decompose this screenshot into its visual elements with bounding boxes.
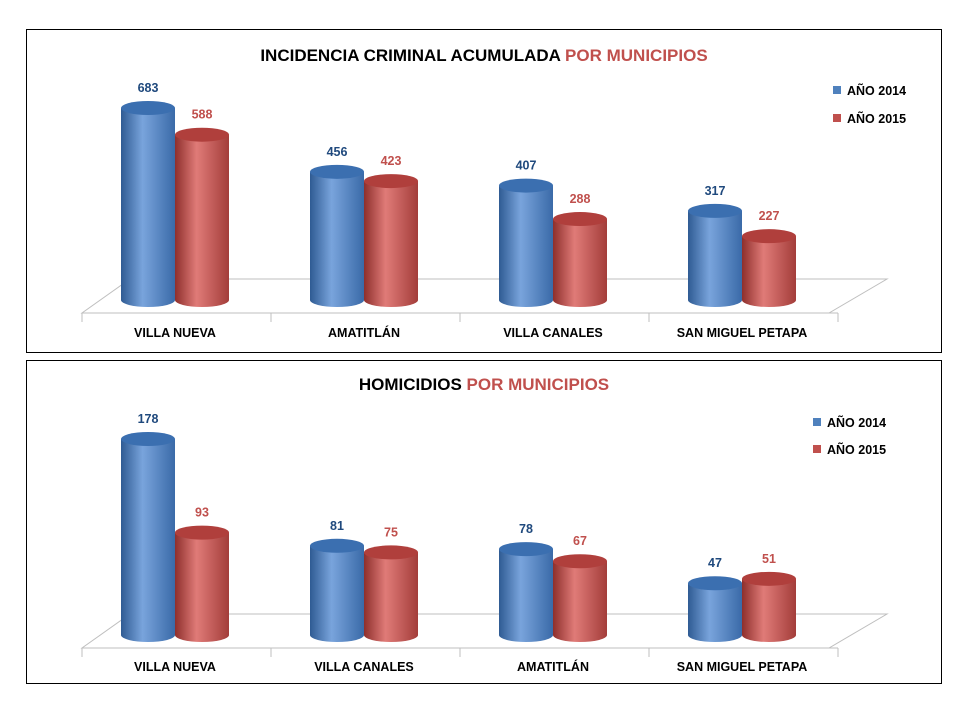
bar-top bbox=[742, 571, 796, 586]
data-label-san-miguel-petapa-ano-2015: 227 bbox=[759, 209, 780, 223]
data-label-san-miguel-petapa-ano-2015: 51 bbox=[762, 552, 776, 566]
bar-body bbox=[310, 171, 364, 307]
data-label-villa-canales-ano-2015: 75 bbox=[384, 525, 398, 539]
chart-title-part2: POR MUNICIPIOS bbox=[565, 46, 708, 65]
bar-villa-canales-ano-2015 bbox=[364, 545, 418, 642]
bar-body bbox=[553, 219, 607, 307]
bar-amatitlan-ano-2015 bbox=[364, 174, 418, 307]
legend-label-2015: AÑO 2015 bbox=[847, 111, 906, 126]
chart-homicidios: HOMICIDIOS POR MUNICIPIOS AÑO 2014 AÑO 2… bbox=[80, 375, 889, 674]
bar-body bbox=[121, 439, 175, 642]
bar-top bbox=[553, 554, 607, 569]
bar-body bbox=[175, 532, 229, 642]
bar-body bbox=[499, 185, 553, 307]
data-label-villa-canales-ano-2015: 288 bbox=[570, 192, 591, 206]
bar-top bbox=[688, 203, 742, 218]
bar-body bbox=[175, 134, 229, 307]
legend-label-2014: AÑO 2014 bbox=[827, 415, 886, 430]
bar-amatitlan-ano-2014 bbox=[310, 164, 364, 307]
data-label-san-miguel-petapa-ano-2014: 47 bbox=[708, 556, 722, 570]
bar-top bbox=[121, 101, 175, 115]
bar-amatitlan-ano-2015 bbox=[553, 554, 607, 642]
bar-villa-canales-ano-2014 bbox=[499, 178, 553, 307]
bar-top bbox=[175, 127, 229, 142]
data-label-villa-nueva-ano-2015: 93 bbox=[195, 506, 209, 520]
legend: AÑO 2014 AÑO 2015 bbox=[833, 83, 906, 126]
category-label-villa-canales: VILLA CANALES bbox=[314, 660, 414, 674]
bar-amatitlan-ano-2014 bbox=[499, 542, 553, 642]
legend-label-2015: AÑO 2015 bbox=[827, 442, 886, 457]
chart-title-part1: HOMICIDIOS bbox=[359, 375, 467, 394]
category-label-villa-nueva: VILLA NUEVA bbox=[134, 326, 216, 340]
category-label-villa-nueva: VILLA NUEVA bbox=[134, 660, 216, 674]
bar-body bbox=[310, 545, 364, 642]
bar-top bbox=[310, 164, 364, 179]
bar-body bbox=[688, 583, 742, 642]
bar-villa-canales-ano-2015 bbox=[553, 212, 607, 307]
chart-panel-incidencia: INCIDENCIA CRIMINAL ACUMULADA POR MUNICI… bbox=[26, 29, 942, 353]
category-label-san-miguel-petapa: SAN MIGUEL PETAPA bbox=[677, 326, 808, 340]
bar-top bbox=[499, 178, 553, 193]
bar-body bbox=[364, 552, 418, 642]
legend: AÑO 2014 AÑO 2015 bbox=[813, 415, 886, 457]
bar-body bbox=[364, 181, 418, 307]
data-label-villa-nueva-ano-2014: 683 bbox=[138, 81, 159, 95]
chart-title: HOMICIDIOS POR MUNICIPIOS bbox=[359, 375, 609, 394]
data-label-villa-canales-ano-2014: 81 bbox=[330, 519, 344, 533]
legend-label-2014: AÑO 2014 bbox=[847, 83, 906, 98]
legend-swatch-2014 bbox=[813, 418, 821, 426]
category-label-san-miguel-petapa: SAN MIGUEL PETAPA bbox=[677, 660, 808, 674]
category-labels: VILLA NUEVA AMATITLÁN VILLA CANALES SAN … bbox=[134, 325, 807, 340]
bar-villa-nueva-ano-2015 bbox=[175, 525, 229, 642]
bar-top bbox=[310, 538, 364, 553]
chart-title-part2: POR MUNICIPIOS bbox=[467, 375, 610, 394]
bar-villa-nueva-ano-2014 bbox=[121, 432, 175, 642]
chart-title-part1: INCIDENCIA CRIMINAL ACUMULADA bbox=[260, 46, 565, 65]
bar-san-miguel-petapa-ano-2015 bbox=[742, 571, 796, 642]
data-label-amatitlan-ano-2014: 456 bbox=[327, 145, 348, 159]
data-label-amatitlan-ano-2015: 423 bbox=[381, 154, 402, 168]
bar-top bbox=[364, 174, 418, 189]
chart-panel-homicidios: HOMICIDIOS POR MUNICIPIOS AÑO 2014 AÑO 2… bbox=[26, 360, 942, 684]
data-label-villa-nueva-ano-2015: 588 bbox=[192, 108, 213, 122]
data-label-amatitlan-ano-2014: 78 bbox=[519, 522, 533, 536]
legend-swatch-2014 bbox=[833, 86, 841, 94]
data-label-villa-nueva-ano-2014: 178 bbox=[138, 412, 159, 426]
category-labels: VILLA NUEVA VILLA CANALES AMATITLÁN SAN … bbox=[134, 659, 807, 674]
category-label-amatitlan: AMATITLÁN bbox=[328, 325, 400, 340]
chart-incidencia-criminal: INCIDENCIA CRIMINAL ACUMULADA POR MUNICI… bbox=[80, 46, 906, 340]
legend-swatch-2015 bbox=[813, 445, 821, 453]
bar-body bbox=[121, 108, 175, 307]
bar-villa-nueva-ano-2015 bbox=[175, 127, 229, 307]
category-label-amatitlan: AMATITLÁN bbox=[517, 659, 589, 674]
category-label-villa-canales: VILLA CANALES bbox=[503, 326, 603, 340]
bar-top bbox=[364, 545, 418, 560]
bar-body bbox=[688, 210, 742, 307]
bar-body bbox=[553, 561, 607, 642]
bar-body bbox=[499, 549, 553, 642]
plot-area: 683 588 456 423 407 288 317 227 bbox=[80, 81, 889, 322]
bar-villa-nueva-ano-2014 bbox=[121, 101, 175, 307]
chart-title: INCIDENCIA CRIMINAL ACUMULADA POR MUNICI… bbox=[260, 46, 707, 65]
bar-top bbox=[175, 525, 229, 540]
bar-top bbox=[499, 542, 553, 557]
data-label-villa-canales-ano-2014: 407 bbox=[516, 159, 537, 173]
bar-body bbox=[742, 578, 796, 642]
data-label-san-miguel-petapa-ano-2014: 317 bbox=[705, 184, 726, 198]
bar-san-miguel-petapa-ano-2014 bbox=[688, 203, 742, 307]
bar-top bbox=[121, 432, 175, 446]
bar-san-miguel-petapa-ano-2014 bbox=[688, 576, 742, 642]
bar-top bbox=[553, 212, 607, 227]
bar-villa-canales-ano-2014 bbox=[310, 538, 364, 642]
data-label-amatitlan-ano-2015: 67 bbox=[573, 534, 587, 548]
legend-swatch-2015 bbox=[833, 114, 841, 122]
bar-top bbox=[742, 229, 796, 244]
bar-top bbox=[688, 576, 742, 591]
bar-body bbox=[742, 236, 796, 307]
bar-san-miguel-petapa-ano-2015 bbox=[742, 229, 796, 307]
plot-area: 178 93 81 75 78 67 47 51 bbox=[80, 412, 889, 657]
